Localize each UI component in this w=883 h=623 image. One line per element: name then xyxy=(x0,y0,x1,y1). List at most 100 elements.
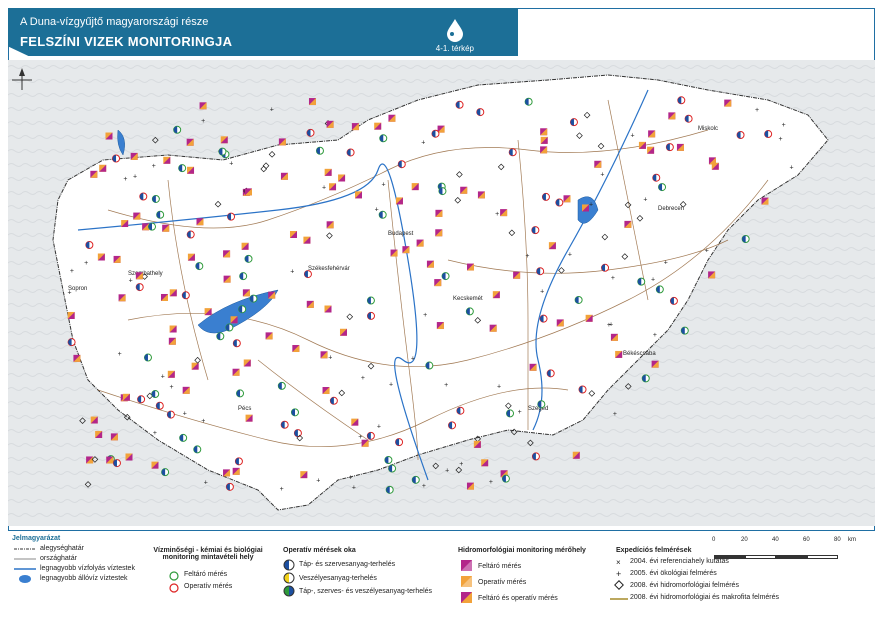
legend-largest-lakes: legnagyobb állóvíz víztestek xyxy=(40,575,128,582)
monitoring-site-marker xyxy=(85,240,94,249)
svg-text:+: + xyxy=(495,211,499,218)
monitoring-site-marker xyxy=(326,120,334,128)
monitoring-site-marker xyxy=(182,386,190,394)
monitoring-site-marker xyxy=(223,250,231,258)
monitoring-site-marker xyxy=(156,210,165,219)
monitoring-site-marker xyxy=(655,285,664,294)
monitoring-site-marker xyxy=(680,326,689,335)
monitoring-site-marker: + xyxy=(422,483,426,490)
monitoring-site-marker xyxy=(265,332,273,340)
svg-text:+: + xyxy=(377,424,381,431)
monitoring-site-marker xyxy=(292,345,300,353)
legend-sampling-exploratory: Feltáró mérés xyxy=(184,571,228,578)
legend-operative-hazardous: Veszélyesanyag-terhelés xyxy=(299,575,377,582)
svg-text:+: + xyxy=(170,384,174,391)
monitoring-site-marker xyxy=(679,201,687,208)
monitoring-site-marker xyxy=(112,459,121,468)
svg-text:+: + xyxy=(290,269,294,276)
monitoring-site-marker xyxy=(163,156,171,164)
monitoring-site-marker xyxy=(268,291,276,299)
monitoring-site-marker xyxy=(225,323,234,332)
monitoring-site-marker xyxy=(306,300,314,308)
monitoring-site-marker: + xyxy=(322,184,326,191)
monitoring-site-marker xyxy=(615,350,623,358)
svg-text:+: + xyxy=(651,277,655,284)
hydromorph-symbols xyxy=(461,560,472,603)
monitoring-site-marker xyxy=(669,296,678,305)
monitoring-site-marker: + xyxy=(705,248,709,255)
monitoring-site-marker xyxy=(556,319,564,327)
monitoring-site-marker: + xyxy=(411,356,415,363)
monitoring-site-marker xyxy=(166,410,175,419)
monitoring-site-marker xyxy=(324,168,332,176)
monitoring-site-marker xyxy=(173,125,182,134)
monitoring-site-marker xyxy=(355,191,363,199)
monitoring-site-marker xyxy=(390,249,398,257)
monitoring-site-marker xyxy=(130,152,138,160)
map-title: FELSZÍNI VIZEK MONITORINGJA xyxy=(20,34,233,49)
monitoring-site-marker: + xyxy=(84,260,88,267)
monitoring-site-marker xyxy=(435,209,443,217)
north-arrow-icon xyxy=(12,68,32,90)
svg-text:+: + xyxy=(568,251,572,258)
monitoring-site-marker xyxy=(437,125,445,133)
monitoring-site-marker xyxy=(244,254,253,263)
monitoring-site-marker xyxy=(225,482,234,491)
monitoring-site-marker: + xyxy=(67,289,71,296)
legend-operative-heading: Operatív mérések oka xyxy=(283,547,356,554)
monitoring-site-marker xyxy=(67,311,75,319)
svg-text:+: + xyxy=(782,122,786,129)
legend-expedition-2008-hydro: 2008. évi hidromorfológiai felmérés xyxy=(630,582,739,589)
scale-bar xyxy=(714,546,838,559)
monitoring-site-marker: + xyxy=(444,382,448,389)
monitoring-site-marker xyxy=(624,383,632,390)
monitoring-site-marker xyxy=(147,222,156,231)
legend-hydromorph-operative: Operatív mérés xyxy=(478,579,527,586)
monitoring-site-marker: + xyxy=(152,163,156,170)
monitoring-site-marker xyxy=(436,322,444,330)
monitoring-site-marker xyxy=(95,430,103,438)
map-area[interactable]: Sopron Szombathely Székesfehérvár Kecske… xyxy=(8,60,875,526)
monitoring-site-marker: + xyxy=(653,332,657,339)
svg-text:+: + xyxy=(270,107,274,114)
svg-text:+: + xyxy=(525,253,529,260)
svg-text:+: + xyxy=(589,202,593,209)
monitoring-site-marker: + xyxy=(525,253,529,260)
monitoring-site-marker xyxy=(741,234,750,243)
svg-text:+: + xyxy=(375,206,379,213)
monitoring-site-marker xyxy=(90,170,98,178)
monitoring-site-marker xyxy=(548,242,556,250)
monitoring-site-marker xyxy=(441,272,450,281)
monitoring-site-marker xyxy=(366,296,375,305)
monitoring-site-marker xyxy=(112,154,121,163)
monitoring-site-marker xyxy=(652,173,661,182)
monitoring-site-marker xyxy=(481,459,489,467)
monitoring-site-marker: + xyxy=(348,474,352,481)
monitoring-site-marker xyxy=(300,471,308,479)
monitoring-site-marker xyxy=(474,317,482,324)
legend-hydromorph-heading: Hidromorfológiai monitoring mérőhely xyxy=(458,547,586,554)
monitoring-site-marker xyxy=(155,401,164,410)
monitoring-site-marker: + xyxy=(445,468,449,475)
monitoring-site-marker xyxy=(139,192,148,201)
monitoring-site-marker xyxy=(199,102,207,110)
monitoring-site-marker xyxy=(160,293,168,301)
monitoring-site-marker xyxy=(135,283,144,292)
monitoring-site-marker xyxy=(524,97,533,106)
monitoring-site-marker xyxy=(151,461,159,469)
monitoring-site-marker xyxy=(167,370,175,378)
monitoring-site-marker xyxy=(169,325,177,333)
monitoring-site-marker: + xyxy=(611,275,615,282)
monitoring-site-marker xyxy=(594,160,602,168)
svg-text:+: + xyxy=(161,373,165,380)
monitoring-site-marker: + xyxy=(459,461,463,468)
monitoring-site-marker xyxy=(122,393,130,401)
monitoring-site-marker xyxy=(385,485,394,494)
legend-expedition-2005: 2005. évi ökológiai felmérés xyxy=(630,570,717,577)
monitoring-site-marker xyxy=(84,481,92,488)
legend-country-boundary: országhatár xyxy=(40,555,77,562)
monitoring-site-marker: + xyxy=(170,384,174,391)
monitoring-site-marker: + xyxy=(118,351,122,358)
monitoring-site-marker xyxy=(277,381,286,390)
svg-text:+: + xyxy=(280,486,284,493)
